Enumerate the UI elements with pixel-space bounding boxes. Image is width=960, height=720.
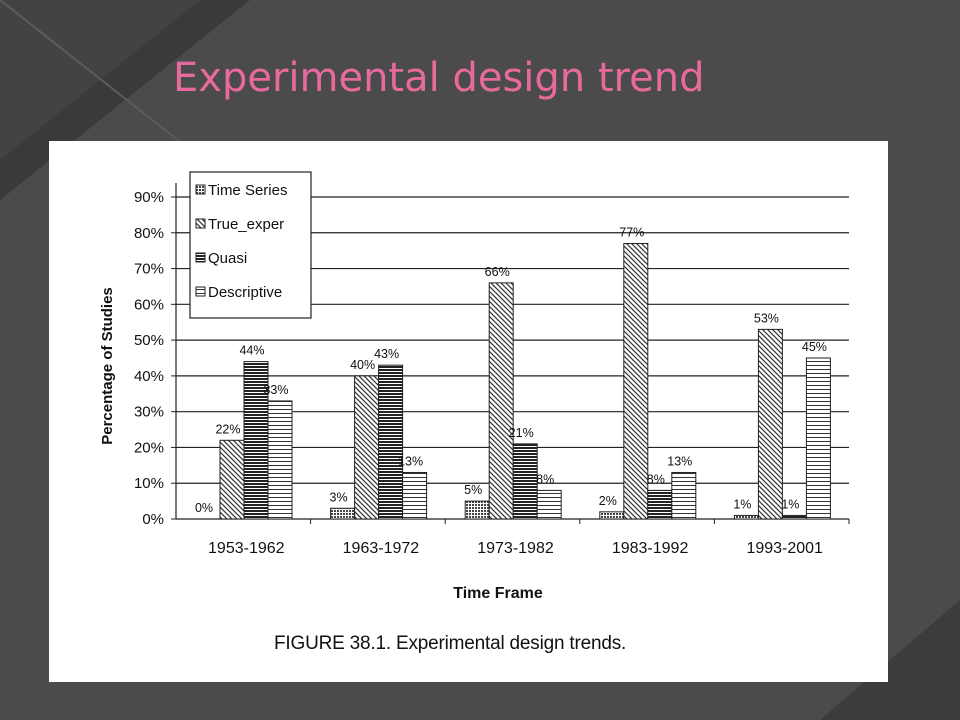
data-label: 66% <box>485 265 510 279</box>
bar-quasi-1963-1972 <box>378 364 404 520</box>
data-label: 21% <box>509 426 534 440</box>
y-tick-label: 70% <box>134 261 164 278</box>
data-label: 8% <box>536 472 554 486</box>
data-label: 43% <box>374 347 399 361</box>
legend-swatch-true-exper <box>195 218 206 229</box>
y-tick-label: 90% <box>134 189 164 206</box>
y-tick-label: 10% <box>134 475 164 492</box>
data-labels: 0%22%44%33%3%40%43%13%5%66%21%8%2%77%8%1… <box>195 226 827 515</box>
data-label: 53% <box>754 311 779 325</box>
data-label: 1% <box>733 497 751 511</box>
bar-quasi-1953-1962 <box>243 361 269 520</box>
bar-quasi-1993-2001 <box>781 514 807 520</box>
bar-time-series-1993-2001 <box>733 514 759 520</box>
legend: Time Series True_exper Quasi Descriptive <box>189 171 312 319</box>
x-axis-title: Time Frame <box>453 585 543 602</box>
y-tick-label: 0% <box>142 511 164 528</box>
data-label: 33% <box>263 383 288 397</box>
x-tick-label: 1993-2001 <box>746 540 823 557</box>
legend-label: True_exper <box>208 216 284 233</box>
bar-descriptive-1973-1982 <box>536 489 562 520</box>
bar-quasi-1983-1992 <box>647 489 673 520</box>
bar-descriptive-1983-1992 <box>671 471 697 520</box>
bar-descriptive-1953-1962 <box>267 400 293 520</box>
bar-time-series-1983-1992 <box>599 511 625 520</box>
legend-label: Quasi <box>208 250 247 267</box>
bar-true-exper-1993-2001 <box>757 328 783 520</box>
legend-label: Descriptive <box>208 284 282 301</box>
data-label: 2% <box>599 494 617 508</box>
data-label: 40% <box>350 358 375 372</box>
data-label: 77% <box>619 226 644 240</box>
data-label: 5% <box>464 483 482 497</box>
data-label: 45% <box>802 340 827 354</box>
data-label: 0% <box>195 501 213 515</box>
figure-panel: 0% 22% 44% 33% 3% 40% 43% 13% 5% 66% 21% 8% 2% 77% 8% 1… <box>49 141 888 682</box>
y-tick-label: 20% <box>134 439 164 456</box>
tick-labels: 0% 10% 20% 30% 40% 50% 60% 70% 80% 90% 1953-1962 19… <box>134 189 823 557</box>
legend-swatch-quasi <box>195 252 206 263</box>
bar-true-exper-1963-1972 <box>354 375 380 520</box>
y-tick-label: 80% <box>134 225 164 242</box>
data-label: 44% <box>239 344 264 358</box>
y-axis-title: Percentage of Studies <box>99 287 116 445</box>
bar-time-series-1963-1972 <box>330 507 356 520</box>
y-tick-label: 50% <box>134 332 164 349</box>
data-label: 13% <box>667 454 692 468</box>
x-tick-label: 1973-1982 <box>477 540 554 557</box>
bar-chart: 0%22%44%33%3%40%43%13%5%66%21%8%2%77%8%1… <box>99 171 850 602</box>
legend-swatch-time-series <box>195 184 206 195</box>
data-label: 8% <box>647 472 665 486</box>
data-label: 3% <box>330 490 348 504</box>
figure-caption: FIGURE 38.1. Experimental design trends. <box>274 633 627 654</box>
bar-quasi-1973-1982 <box>512 443 538 520</box>
bar-descriptive-1963-1972 <box>402 471 428 520</box>
y-tick-label: 60% <box>134 296 164 313</box>
bar-true-exper-1983-1992 <box>623 243 649 520</box>
slide-title: Experimental design trend <box>173 55 705 101</box>
bars <box>219 243 831 520</box>
data-label: 22% <box>215 422 240 436</box>
x-tick-label: 1953-1962 <box>208 540 285 557</box>
legend-box <box>189 171 312 319</box>
bar-time-series-1973-1982 <box>464 500 490 520</box>
legend-swatch-descriptive <box>195 286 206 297</box>
x-tick-label: 1983-1992 <box>612 540 689 557</box>
legend-label: Time Series <box>208 182 287 199</box>
x-tick-label: 1963-1972 <box>343 540 420 557</box>
bar-true-exper-1953-1962 <box>219 439 245 520</box>
data-label: 13% <box>398 454 423 468</box>
y-tick-label: 30% <box>134 404 164 421</box>
y-tick-label: 40% <box>134 368 164 385</box>
bar-descriptive-1993-2001 <box>805 357 831 520</box>
data-label: 1% <box>781 497 799 511</box>
bar-true-exper-1973-1982 <box>488 282 514 520</box>
